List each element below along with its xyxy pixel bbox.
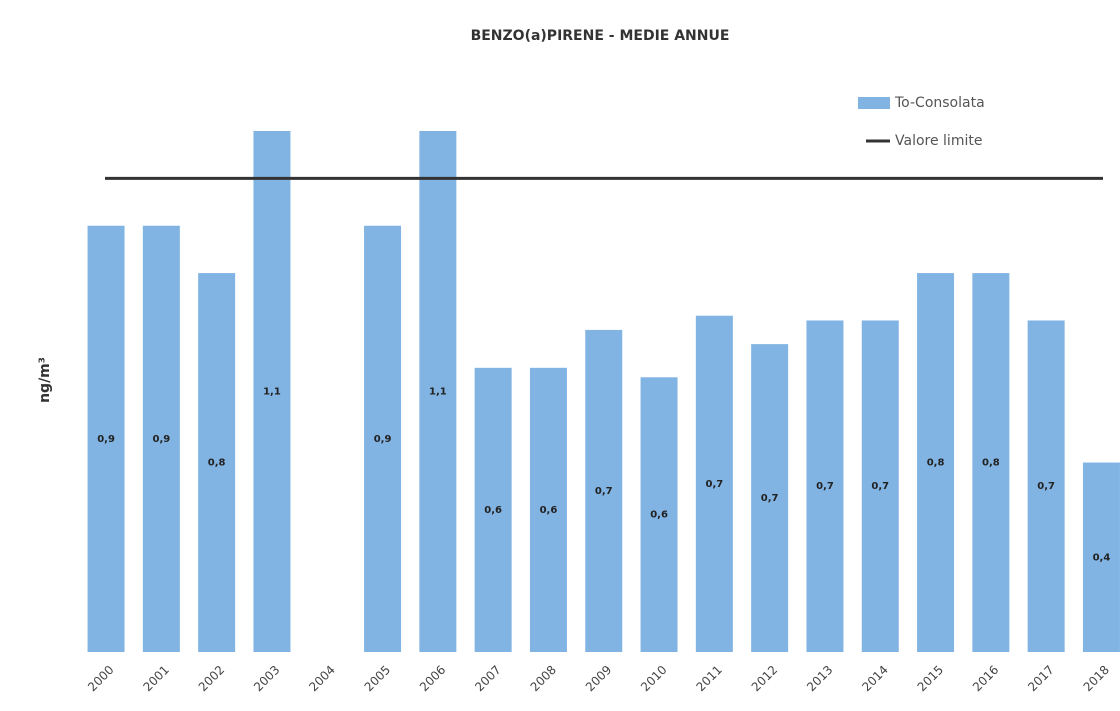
- value-label: 0,4: [1093, 552, 1111, 563]
- x-tick-label: 2008: [528, 663, 559, 694]
- bar: [861, 320, 899, 652]
- bar: [751, 344, 789, 652]
- legend-label: To-Consolata: [894, 95, 985, 111]
- value-label: 0,7: [816, 481, 834, 492]
- x-tick-label: 2009: [583, 663, 614, 694]
- bar: [87, 225, 125, 652]
- x-tick-label: 2012: [749, 663, 780, 694]
- value-label: 1,1: [429, 387, 447, 398]
- bar: [474, 367, 512, 652]
- value-label: 0,9: [97, 434, 115, 445]
- value-label: 0,7: [871, 481, 889, 492]
- x-tick-label: 2011: [693, 663, 724, 694]
- x-tick-label: 2010: [638, 663, 669, 694]
- value-label: 0,8: [208, 458, 226, 469]
- value-label: 1,1: [263, 387, 281, 398]
- x-tick-label: 2003: [251, 663, 282, 694]
- x-tick-label: 2001: [140, 663, 171, 694]
- bar: [972, 273, 1010, 652]
- value-label: 0,7: [705, 479, 723, 490]
- value-label: 0,6: [650, 510, 668, 521]
- bar: [806, 320, 844, 652]
- x-tick-label: 2000: [85, 663, 116, 694]
- bar: [917, 273, 955, 652]
- value-label: 0,8: [982, 458, 1000, 469]
- bar: [1082, 462, 1120, 652]
- value-label: 0,7: [1037, 481, 1055, 492]
- bar: [695, 315, 733, 652]
- value-label: 0,6: [540, 505, 558, 516]
- x-tick-label: 2017: [1025, 663, 1056, 694]
- x-tick-label: 2005: [362, 663, 393, 694]
- bar: [640, 377, 678, 652]
- x-tick-label: 2018: [1081, 663, 1112, 694]
- x-tick-label: 2004: [306, 663, 337, 694]
- value-label: 0,8: [927, 458, 945, 469]
- bar: [142, 225, 180, 652]
- value-label: 0,7: [761, 493, 779, 504]
- x-tick-label: 2013: [804, 663, 835, 694]
- legend-swatch: [858, 97, 890, 109]
- y-axis-label: ng/m³: [37, 357, 53, 403]
- value-label: 0,9: [374, 434, 392, 445]
- x-tick-label: 2015: [915, 663, 946, 694]
- bar: [364, 225, 402, 652]
- x-tick-label: 2002: [196, 663, 227, 694]
- x-tick-label: 2016: [970, 663, 1001, 694]
- legend-label: Valore limite: [895, 133, 982, 149]
- value-label: 0,7: [595, 486, 613, 497]
- x-tick-label: 2007: [472, 663, 503, 694]
- value-label: 0,9: [152, 434, 170, 445]
- bar: [1027, 320, 1065, 652]
- chart-title: BENZO(a)PIRENE - MEDIE ANNUE: [471, 28, 730, 44]
- bar: [529, 367, 567, 652]
- bar: [419, 131, 457, 652]
- bar: [198, 273, 236, 652]
- x-tick-label: 2014: [859, 663, 890, 694]
- value-label: 0,6: [484, 505, 502, 516]
- bar: [253, 131, 291, 652]
- x-tick-label: 2006: [417, 663, 448, 694]
- bar: [585, 329, 623, 652]
